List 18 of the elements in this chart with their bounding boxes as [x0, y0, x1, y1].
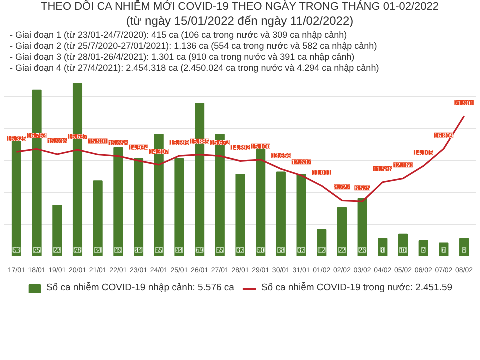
text: - Giai đoạn 4 (từ 27/4/2021): 2.454.318 ca (2.450.024 ca trong nước và 4.294 ca nhập cảnh): [10, 63, 380, 74]
legend-label: Số ca nhiễm COVID-19 trong nước: 2.451.59: [261, 282, 453, 294]
bar: [276, 172, 286, 256]
text: - Giai đoạn 3 (từ 28/01-26/4/2021): 1.301 ca (910 ca trong nước và 391 ca nhập cảnh): [10, 52, 355, 63]
chart-subtitle: (từ ngày 15/01/2022 đến ngày 11/02/2022): [126, 14, 354, 29]
bar: [236, 174, 246, 256]
text: - Giai đoạn 1 (từ 23/01-24/7/2020): 415 ca (106 ca trong nước và 309 ca nhập cảnh): [10, 30, 348, 41]
bar: [114, 147, 124, 256]
bar: [358, 198, 368, 256]
bar: [93, 180, 103, 256]
chart-title: THEO DÕI CA NHIỄM MỚI COVID-19 THEO NGÀY TRONG THÁNG 01-02/2022: [41, 0, 439, 14]
text: - Giai đoạn 2 (từ 25/7/2020-27/01/2021): 1.136 ca (554 ca trong nước và 582 ca nhập cảnh): [10, 41, 378, 52]
legend-label: Số ca nhiễm COVID-19 nhập cảnh: 5.576 ca: [46, 282, 234, 294]
bar: [174, 158, 184, 256]
bar: [296, 174, 306, 256]
bar: [337, 207, 347, 256]
bar: [134, 158, 144, 256]
bar: [52, 205, 62, 256]
